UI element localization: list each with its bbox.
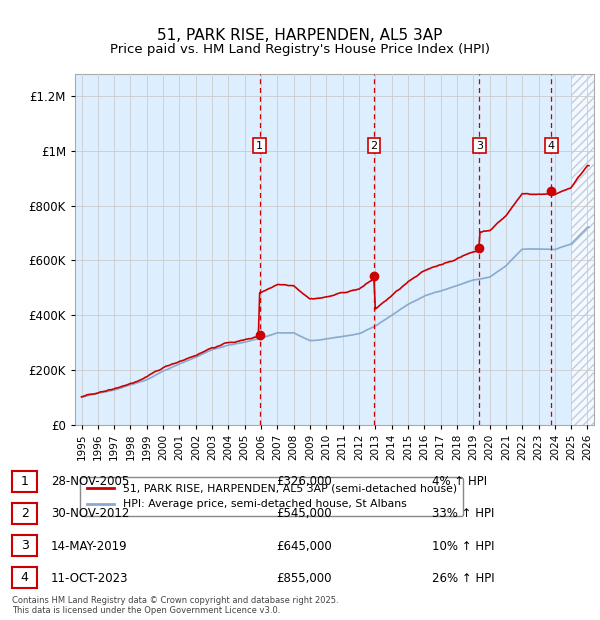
Text: 1: 1 [256,141,263,151]
Text: 3: 3 [20,539,29,552]
Text: 3: 3 [476,141,483,151]
Legend: 51, PARK RISE, HARPENDEN, AL5 3AP (semi-detached house), HPI: Average price, sem: 51, PARK RISE, HARPENDEN, AL5 3AP (semi-… [80,477,463,516]
Text: Contains HM Land Registry data © Crown copyright and database right 2025.
This d: Contains HM Land Registry data © Crown c… [12,596,338,615]
Text: 51, PARK RISE, HARPENDEN, AL5 3AP: 51, PARK RISE, HARPENDEN, AL5 3AP [157,28,443,43]
Text: 26% ↑ HPI: 26% ↑ HPI [432,572,494,585]
Text: 4% ↑ HPI: 4% ↑ HPI [432,476,487,488]
Bar [571,74,594,425]
Text: 11-OCT-2023: 11-OCT-2023 [51,572,128,585]
Text: £545,000: £545,000 [276,508,332,520]
Text: 4: 4 [20,572,29,584]
Text: 33% ↑ HPI: 33% ↑ HPI [432,508,494,520]
Text: 28-NOV-2005: 28-NOV-2005 [51,476,129,488]
Text: 14-MAY-2019: 14-MAY-2019 [51,540,128,552]
Text: 4: 4 [548,141,555,151]
Bar [571,74,594,425]
Text: 2: 2 [20,507,29,520]
Text: £855,000: £855,000 [276,572,331,585]
Text: 10% ↑ HPI: 10% ↑ HPI [432,540,494,552]
Text: 30-NOV-2012: 30-NOV-2012 [51,508,130,520]
Text: 2: 2 [370,141,377,151]
Text: £326,000: £326,000 [276,476,332,488]
Bar [571,74,594,425]
Text: 1: 1 [20,475,29,487]
Text: £645,000: £645,000 [276,540,332,552]
Text: Price paid vs. HM Land Registry's House Price Index (HPI): Price paid vs. HM Land Registry's House … [110,43,490,56]
